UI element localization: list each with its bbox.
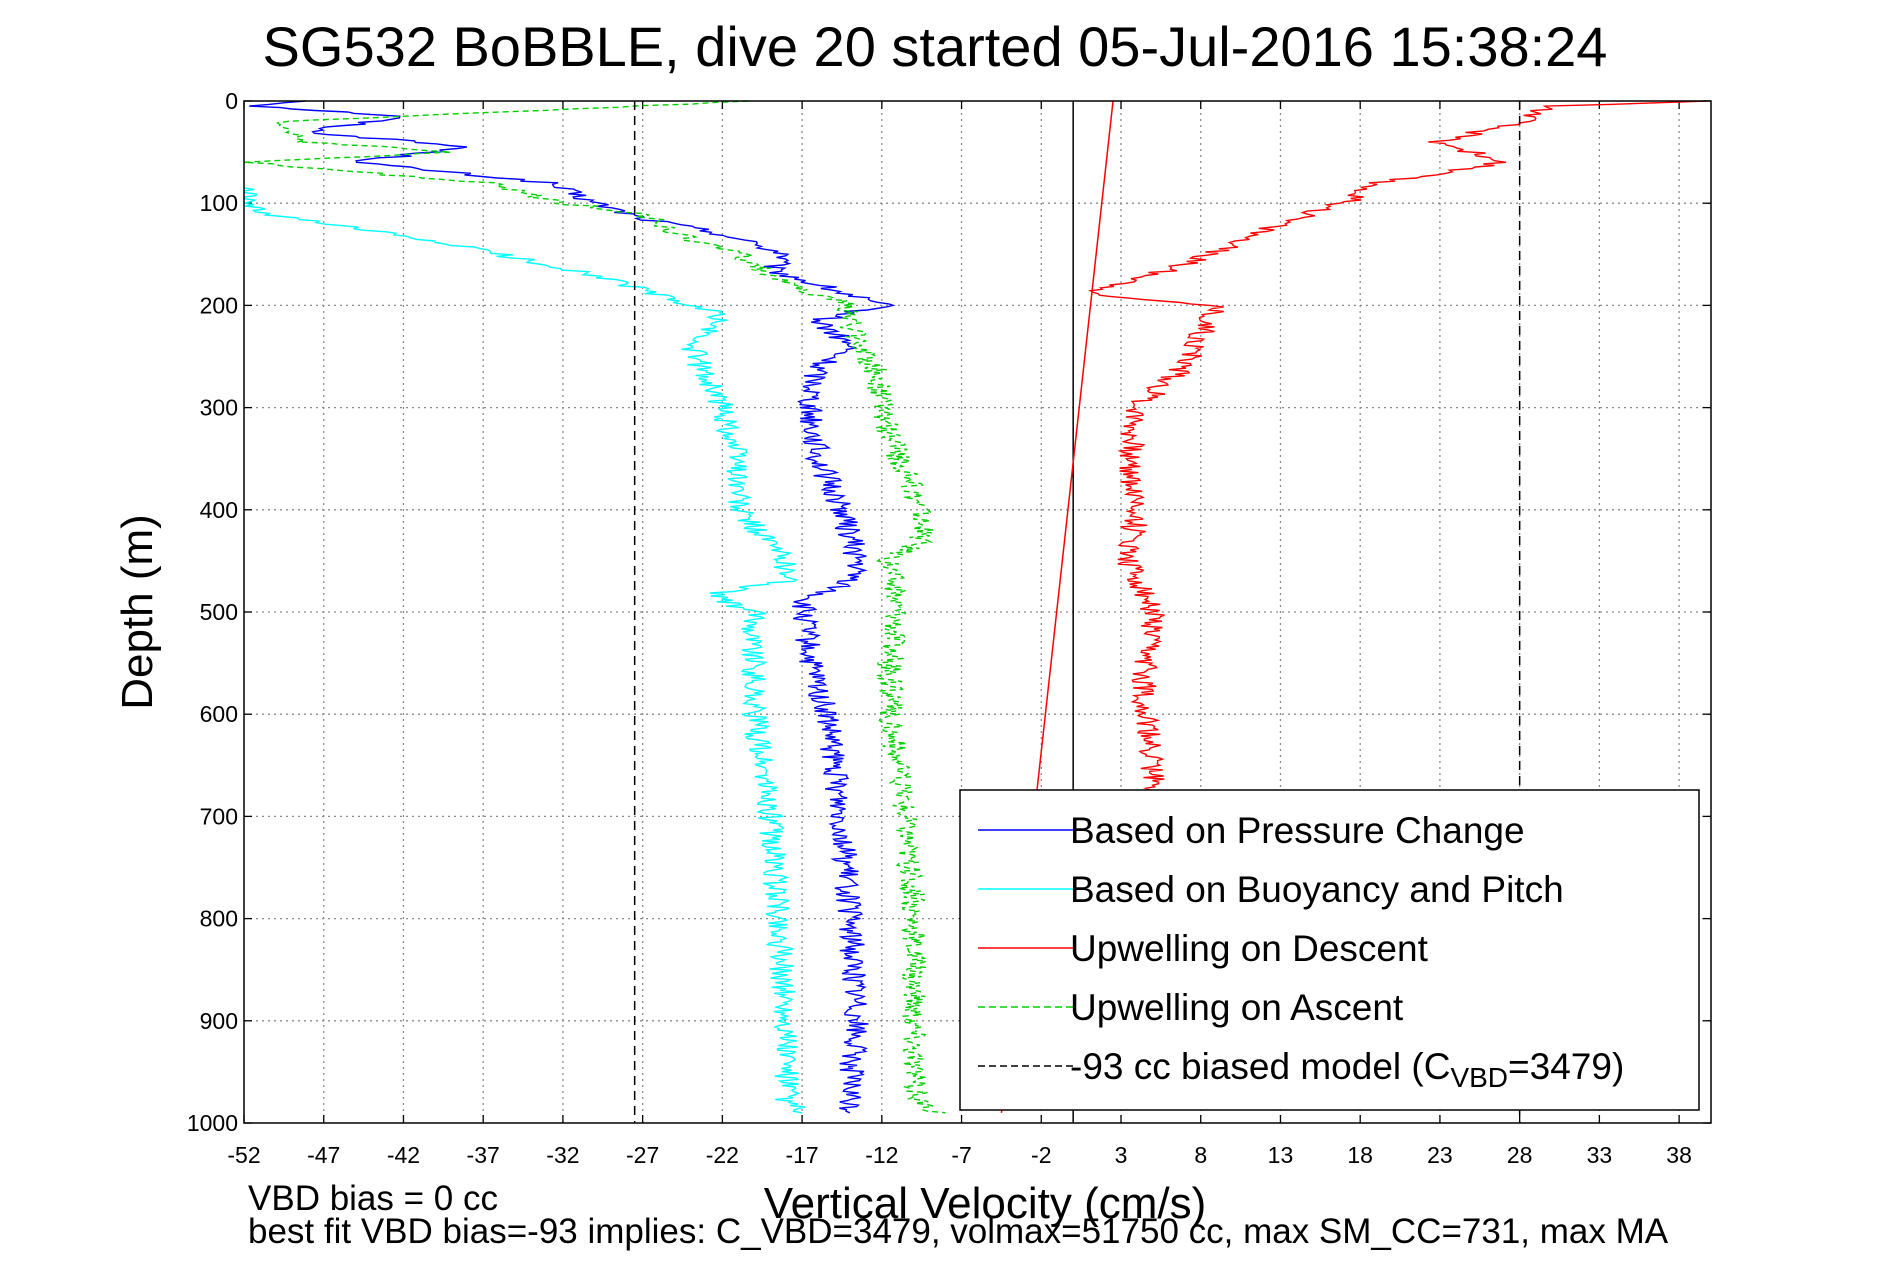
x-tick-label: -37: [467, 1142, 500, 1168]
series-based-on-pressure-change: [249, 100, 896, 1114]
x-tick-label: 23: [1427, 1142, 1453, 1168]
legend-label: Upwelling on Descent: [1070, 928, 1429, 969]
series-based-on-buoyancy-and-pitch: [243, 187, 806, 1114]
x-tick-label: -22: [706, 1142, 739, 1168]
x-tick-label: 3: [1115, 1142, 1128, 1168]
y-tick-label: 300: [200, 395, 238, 421]
legend-label: Upwelling on Ascent: [1070, 987, 1404, 1028]
x-tick-label: -32: [546, 1142, 579, 1168]
x-tick-label: 13: [1268, 1142, 1294, 1168]
footer-line-best-fit: best fit VBD bias=-93 implies: C_VBD=347…: [248, 1212, 1669, 1251]
y-tick-label: 400: [200, 497, 238, 523]
legend-label: -93 cc biased model (CVBD=3479): [1070, 1046, 1624, 1093]
x-tick-label: -52: [227, 1142, 260, 1168]
x-tick-label: 28: [1507, 1142, 1533, 1168]
axis-ticks: -52 -47 -42 -37 -32 -27 -22 -17 -12 -7 -2 3 8 13 18 23 2…: [187, 88, 1711, 1168]
y-tick-label: 800: [200, 906, 238, 932]
chart-title: SG532 BoBBLE, dive 20 started 05-Jul-201…: [263, 15, 1608, 78]
x-tick-label: -27: [626, 1142, 659, 1168]
y-axis-label: Depth (m): [113, 514, 162, 710]
y-tick-label: 900: [200, 1008, 238, 1034]
x-tick-label: 8: [1194, 1142, 1207, 1168]
y-tick-label: 600: [200, 701, 238, 727]
y-tick-label: 700: [200, 803, 238, 829]
y-tick-label: 200: [200, 292, 238, 318]
x-tick-label: -47: [307, 1142, 340, 1168]
legend-box: [959, 789, 1700, 1111]
legend-label: Based on Buoyancy and Pitch: [1070, 869, 1564, 910]
x-tick-label: -42: [387, 1142, 420, 1168]
x-tick-label: -2: [1031, 1142, 1051, 1168]
y-tick-label: 1000: [187, 1110, 238, 1136]
x-tick-label: 38: [1666, 1142, 1692, 1168]
x-tick-label: -17: [785, 1142, 818, 1168]
series-upwelling-on-descent: [1088, 100, 1707, 797]
x-tick-label: 18: [1347, 1142, 1373, 1168]
footer-line-vbd-bias: VBD bias = 0 cc: [248, 1179, 498, 1218]
y-tick-label: 0: [225, 88, 238, 114]
chart-legend: Based on Pressure Change Based on Buoyanc…: [959, 789, 1700, 1111]
y-tick-label: 500: [200, 599, 238, 625]
x-tick-label: -12: [865, 1142, 898, 1168]
legend-label: Based on Pressure Change: [1070, 810, 1525, 851]
plot-frame: [243, 100, 1712, 1124]
series-upwelling-on-ascent: [243, 100, 946, 1114]
x-tick-label: -7: [951, 1142, 971, 1168]
y-tick-label: 100: [200, 190, 238, 216]
x-tick-label: 33: [1587, 1142, 1613, 1168]
x-axis-label: Vertical Velocity (cm/s): [764, 1179, 1207, 1228]
